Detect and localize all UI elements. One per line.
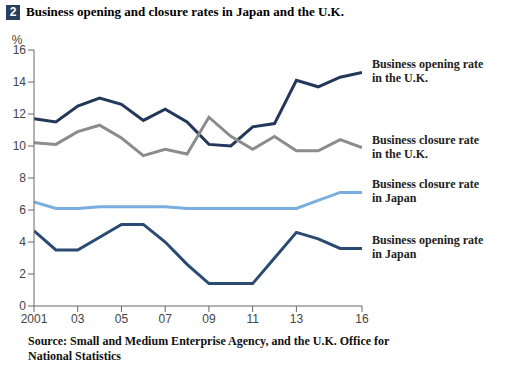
svg-text:03: 03 [71, 312, 85, 326]
svg-text:Business opening ratein the U.: Business opening ratein the U.K. [372, 57, 484, 85]
html-text:2: 2 [9, 4, 17, 19]
svg-text:8: 8 [19, 171, 26, 185]
svg-text:07: 07 [159, 312, 173, 326]
svg-text:16: 16 [355, 312, 369, 326]
svg-text:2: 2 [19, 267, 26, 281]
svg-text:2001: 2001 [21, 312, 48, 326]
svg-text:0: 0 [19, 299, 26, 313]
svg-text:Business closure ratein the U.: Business closure ratein the U.K. [372, 132, 480, 160]
svg-text:4: 4 [19, 235, 26, 249]
svg-text:14: 14 [13, 75, 27, 89]
html-text:Business opening and closure r: Business opening and closure rates in Ja… [26, 4, 344, 19]
svg-text:6: 6 [19, 203, 26, 217]
html-text:Source: Small and Medium Enter: Source: Small and Medium Enterprise Agen… [28, 334, 390, 363]
svg-text:%: % [12, 33, 23, 47]
svg-text:11: 11 [246, 312, 259, 326]
svg-text:16: 16 [12, 43, 26, 58]
svg-text:10: 10 [13, 139, 27, 153]
svg-text:05: 05 [115, 312, 129, 326]
svg-text:Business closure ratein Japan: Business closure ratein Japan [372, 177, 480, 205]
svg-text:09: 09 [202, 312, 216, 326]
svg-text:13: 13 [290, 312, 304, 326]
svg-text:Business opening ratein Japan: Business opening ratein Japan [372, 233, 484, 261]
svg-text:12: 12 [13, 107, 27, 121]
